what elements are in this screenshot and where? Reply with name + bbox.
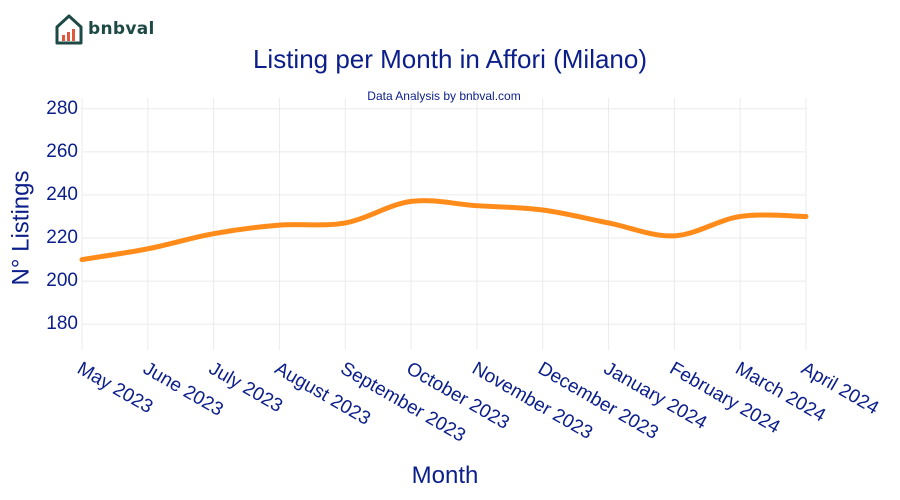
x-tick-label: February 2024 — [666, 358, 784, 438]
x-axis-label: Month — [412, 462, 479, 489]
series-line — [79, 198, 809, 263]
y-tick-label: 220 — [46, 227, 78, 248]
series-layer — [79, 198, 809, 263]
y-tick-labels: 180 200 220 240 260 280 — [46, 98, 78, 334]
chart-title: Listing per Month in Affori (Milano) — [252, 44, 648, 74]
logo-text: bnbval — [88, 19, 155, 39]
y-tick-label: 240 — [46, 184, 78, 205]
y-tick-label: 180 — [46, 313, 78, 334]
grid-lines — [81, 98, 807, 350]
chart-subtitle: Data Analysis by bnbval.com — [367, 89, 521, 103]
brand-logo: bnbval — [54, 13, 155, 45]
y-tick-label: 280 — [46, 98, 78, 119]
house-chart-icon — [55, 14, 83, 45]
y-axis-label: N° Listings — [7, 171, 34, 286]
y-tick-label: 260 — [46, 141, 78, 162]
y-tick-label: 200 — [46, 270, 78, 291]
